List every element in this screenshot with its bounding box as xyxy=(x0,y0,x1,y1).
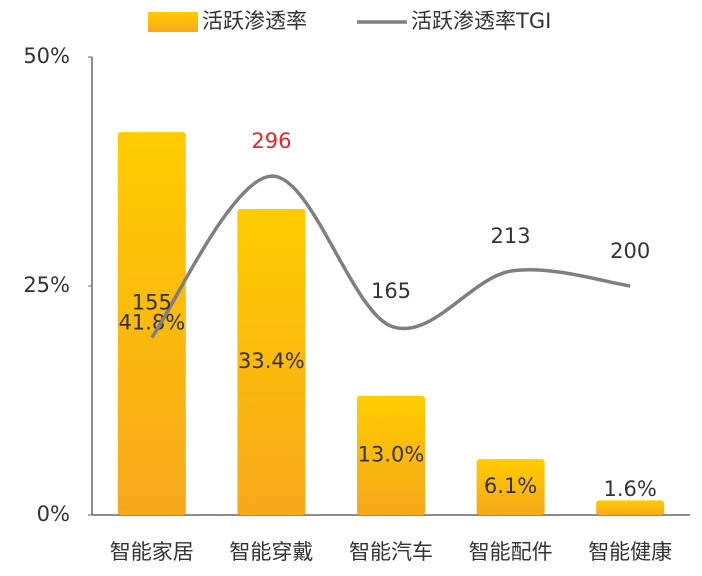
bar xyxy=(476,459,545,515)
bar xyxy=(596,500,665,515)
y-tick-label: 25% xyxy=(23,273,70,297)
x-tick-label: 智能健康 xyxy=(588,540,672,564)
line-value-label: 296 xyxy=(251,129,291,153)
legend-label: 活跃渗透率TGI xyxy=(411,9,551,33)
x-tick-label: 智能家居 xyxy=(110,540,194,564)
bar-value-label: 6.1% xyxy=(484,474,537,498)
x-tick-label: 智能穿戴 xyxy=(229,540,313,564)
bar xyxy=(357,395,425,515)
line xyxy=(150,174,631,339)
line-value-label: 155 xyxy=(132,291,172,315)
bar-value-label: 33.4% xyxy=(238,349,305,373)
line-value-label: 165 xyxy=(371,279,411,303)
line-value-label: 200 xyxy=(610,239,650,263)
bar-value-label: 1.6% xyxy=(604,477,657,501)
bar xyxy=(117,132,186,515)
line-value-label: 213 xyxy=(491,224,531,248)
bar xyxy=(237,209,306,515)
bar-value-label: 13.0% xyxy=(358,442,425,466)
y-tick-label: 0% xyxy=(37,502,70,526)
x-tick-label: 智能汽车 xyxy=(349,540,433,564)
y-tick-label: 50% xyxy=(23,44,70,68)
legend-swatch xyxy=(148,12,198,32)
legend-label: 活跃渗透率 xyxy=(202,9,307,33)
bar-value-label: 41.8% xyxy=(118,311,185,335)
x-tick-label: 智能配件 xyxy=(469,540,553,564)
